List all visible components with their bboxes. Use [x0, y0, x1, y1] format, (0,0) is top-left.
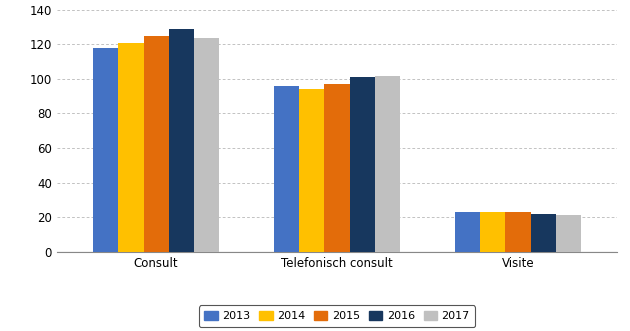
Bar	[375, 75, 400, 252]
Bar	[118, 43, 144, 252]
Bar	[299, 89, 324, 252]
Bar	[505, 212, 530, 252]
Bar	[556, 215, 581, 252]
Bar	[194, 37, 219, 252]
Bar	[274, 86, 299, 252]
Bar	[350, 77, 375, 252]
Legend: 2013, 2014, 2015, 2016, 2017: 2013, 2014, 2015, 2016, 2017	[199, 306, 475, 327]
Bar	[144, 36, 169, 252]
Bar	[480, 212, 505, 252]
Bar	[455, 212, 480, 252]
Bar	[324, 84, 350, 252]
Bar	[169, 29, 194, 252]
Bar	[93, 48, 118, 252]
Bar	[530, 213, 556, 252]
